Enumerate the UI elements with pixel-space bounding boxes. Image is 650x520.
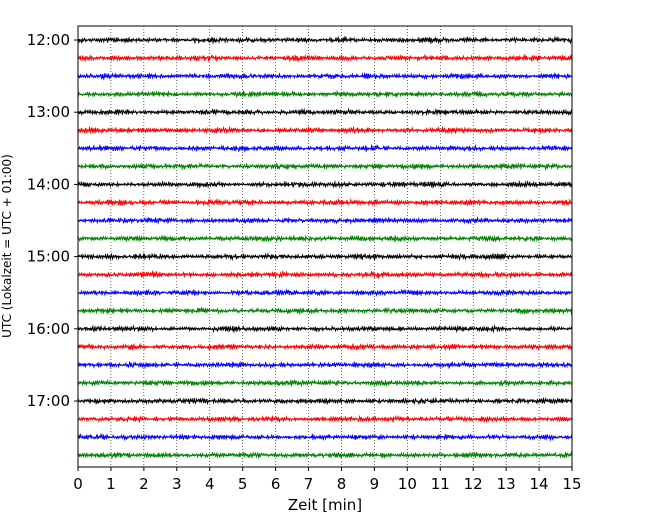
trace-1615	[77, 342, 573, 352]
trace-1330	[77, 143, 573, 153]
trace-1245	[77, 89, 573, 99]
x-tick-label: 15	[562, 475, 581, 493]
x-axis: 0 1 2 3 4 5 6 7 8 9 10 11 12 13 14 15	[73, 467, 582, 493]
trace-1700	[77, 396, 573, 406]
trace-1515	[77, 269, 573, 280]
trace-1730	[77, 432, 573, 442]
plot-frame	[77, 25, 573, 468]
y-tick-label: 16:00	[27, 320, 70, 338]
y-tick-label: 15:00	[27, 248, 70, 266]
trace-group	[77, 35, 573, 460]
trace-1530	[77, 288, 573, 298]
trace-1445	[77, 234, 573, 243]
x-tick-label: 5	[238, 475, 248, 493]
x-tick-label: 14	[530, 475, 549, 493]
trace-1430	[77, 216, 573, 225]
trace-1545	[77, 306, 573, 316]
trace-1630	[77, 360, 573, 370]
x-tick-label: 7	[304, 475, 314, 493]
trace-1300	[77, 107, 573, 117]
trace-1645	[77, 378, 573, 388]
x-tick-label: 6	[271, 475, 281, 493]
y-tick-label: 12:00	[27, 31, 70, 49]
y-tick-label: 14:00	[27, 175, 70, 193]
y-axis-label: UTC (Lokalzeit = UTC + 01:00)	[0, 154, 14, 338]
trace-1315	[77, 125, 573, 135]
x-tick-label: 2	[139, 475, 149, 493]
x-tick-label: 11	[431, 475, 450, 493]
trace-1215	[77, 53, 573, 63]
x-tick-label: 9	[370, 475, 380, 493]
trace-1715	[77, 414, 573, 424]
trace-1415	[77, 198, 573, 207]
x-tick-label: 10	[398, 475, 417, 493]
y-tick-label: 17:00	[27, 392, 70, 410]
y-tick-label: 13:00	[27, 103, 70, 121]
y-axis: 12:00 13:00 14:00 15:00 16:00 17:00	[27, 31, 78, 410]
trace-1200	[77, 35, 573, 45]
x-tick-label: 3	[172, 475, 182, 493]
x-tick-label: 0	[73, 475, 83, 493]
trace-1345	[77, 161, 573, 171]
trace-1500	[77, 252, 573, 262]
x-tick-label: 13	[497, 475, 516, 493]
x-tick-label: 1	[106, 475, 116, 493]
x-tick-label: 8	[337, 475, 347, 493]
trace-1230	[77, 71, 573, 81]
trace-1745	[77, 450, 573, 460]
x-axis-label: Zeit [min]	[288, 496, 362, 514]
trace-1600	[77, 324, 573, 334]
x-tick-label: 4	[205, 475, 215, 493]
x-tick-label: 12	[464, 475, 483, 493]
trace-1400	[77, 180, 573, 189]
